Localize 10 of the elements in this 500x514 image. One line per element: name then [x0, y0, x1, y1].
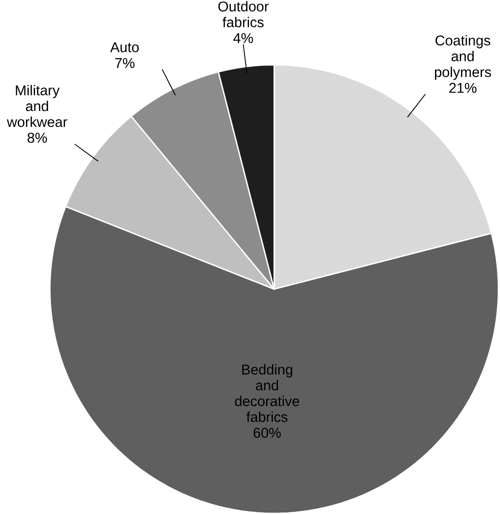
data-label: 60%	[254, 428, 281, 438]
slice-label: Outdoor fabrics	[218, 1, 269, 28]
slice-label: Military and workwear	[6, 84, 68, 127]
slice-label: Coatings and polymers	[434, 35, 492, 80]
slice-label: Bedding and decorative fabrics	[235, 364, 300, 422]
data-label: 8%	[28, 132, 47, 143]
data-label: 4%	[233, 33, 253, 44]
data-label: 21%	[449, 82, 476, 93]
data-label: 7%	[115, 58, 135, 68]
slice-label: Auto	[110, 42, 139, 52]
